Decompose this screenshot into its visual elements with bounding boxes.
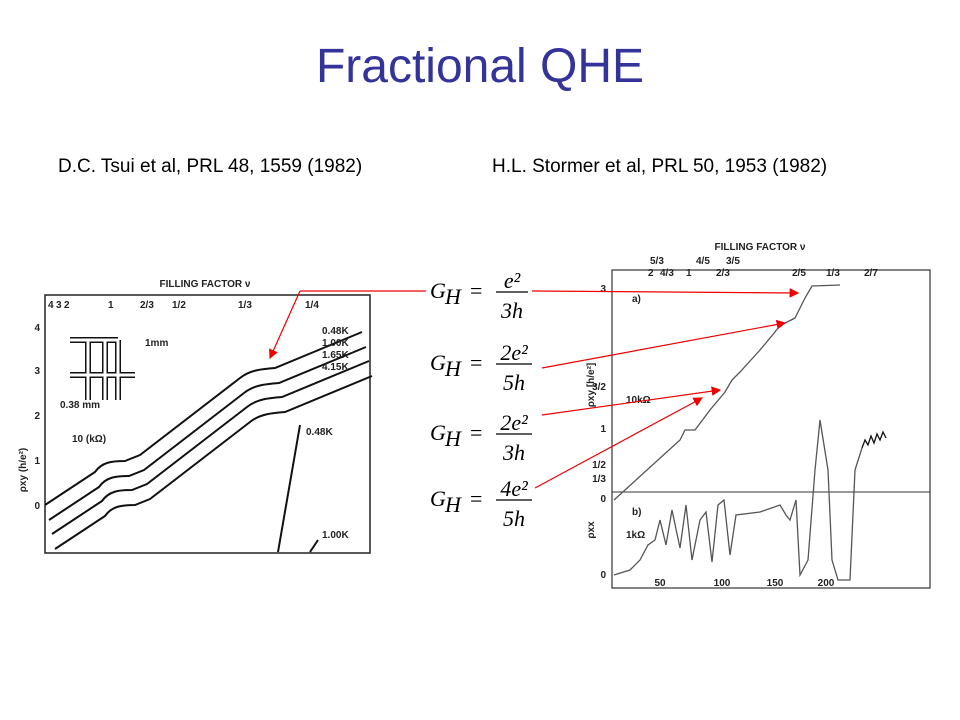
tick-label: 2/3	[140, 300, 154, 311]
formula: G H = 2e² 5h	[430, 340, 532, 395]
formula: G H = 4e² 5h	[430, 476, 532, 531]
tick-label: 0	[600, 494, 606, 505]
legend-label: 1.65K	[322, 350, 349, 361]
title: Fractional QHE	[316, 40, 644, 93]
formulas: G H = e² 3h G H = 2e² 5h G H = 2e² 3h G …	[430, 268, 532, 531]
annotation: 0.48K	[306, 427, 333, 438]
annotation: 10kΩ	[626, 395, 651, 406]
legend-label: 1.00K	[322, 338, 349, 349]
formula-lhs: G	[430, 420, 446, 445]
tick-label: 3/5	[726, 256, 740, 267]
formula-num: 2e²	[500, 340, 528, 365]
tick-label: 3	[34, 366, 40, 377]
formula-num: 2e²	[500, 410, 528, 435]
formula-lhs: G	[430, 486, 446, 511]
tick-label: 150	[767, 578, 784, 589]
formula-den: 3h	[502, 440, 525, 465]
tick-label: 2/3	[716, 268, 730, 279]
annotation: 1kΩ	[626, 530, 645, 541]
panel-label: b)	[632, 507, 641, 518]
tick-label: 4	[48, 300, 54, 311]
tick-label: 3	[56, 300, 62, 311]
reference: H.L. Stormer et al, PRL 50, 1953 (1982)	[492, 156, 827, 177]
axis-label: ρxy [h/e²]	[586, 363, 597, 408]
tick-label: 2	[648, 268, 654, 279]
tick-label: 1	[686, 268, 692, 279]
formula-sub: H	[444, 356, 462, 381]
tick-label: 1/2	[172, 300, 186, 311]
tick-label: 0	[34, 501, 40, 512]
formula-den: 5h	[503, 370, 525, 395]
formula-sub: H	[444, 492, 462, 517]
tick-label: 1/3	[592, 474, 606, 485]
formula-sub: H	[444, 426, 462, 451]
formula-num: 4e²	[500, 476, 528, 501]
legend-label: 0.48K	[322, 326, 349, 337]
formula-lhs: G	[430, 278, 446, 303]
annotation: 10 (kΩ)	[72, 434, 106, 445]
plot-header: FILLING FACTOR ν	[715, 242, 806, 253]
legend-label: 4.15K	[322, 362, 349, 373]
svg-text:=: =	[470, 278, 482, 303]
tick-label: 1/2	[592, 460, 606, 471]
tick-label: 200	[818, 578, 835, 589]
left-plot: FILLING FACTOR ν 4 3 2 1 2/3 1/2 1/3 1/4…	[18, 279, 373, 554]
panel-label: a)	[632, 294, 641, 305]
tick-label: 1/3	[826, 268, 840, 279]
axis-label: ρxy (h/e²)	[18, 448, 29, 493]
tick-label: 1/4	[305, 300, 319, 311]
svg-text:=: =	[470, 486, 482, 511]
tick-label: 1	[600, 424, 606, 435]
right-plot: FILLING FACTOR ν 5/3 2 4/3 1 4/5 3/5 2/3…	[586, 242, 931, 589]
annotation: 1mm	[145, 338, 168, 349]
tick-label: 5/3	[650, 256, 664, 267]
tick-label: 1	[108, 300, 114, 311]
formula-num: e²	[504, 268, 521, 293]
arrows	[269, 288, 800, 489]
svg-text:=: =	[470, 420, 482, 445]
annotation: 1.00K	[322, 530, 349, 541]
tick-label: 50	[654, 578, 666, 589]
tick-label: 2	[64, 300, 70, 311]
formula-lhs: G	[430, 350, 446, 375]
tick-label: 4	[34, 323, 40, 334]
svg-text:=: =	[470, 350, 482, 375]
tick-label: 4/3	[660, 268, 674, 279]
tick-label: 0	[600, 570, 606, 581]
plot-header: FILLING FACTOR ν	[160, 279, 251, 290]
formula-sub: H	[444, 284, 462, 309]
formula: G H = e² 3h	[430, 268, 528, 323]
tick-label: 3	[600, 284, 606, 295]
tick-label: 2/7	[864, 268, 878, 279]
formula-den: 3h	[500, 298, 523, 323]
formula-den: 5h	[503, 506, 525, 531]
tick-label: 3/2	[592, 382, 606, 393]
tick-label: 2/5	[792, 268, 806, 279]
tick-label: 4/5	[696, 256, 710, 267]
tick-label: 1	[34, 456, 40, 467]
reference: D.C. Tsui et al, PRL 48, 1559 (1982)	[58, 156, 362, 177]
axis-label: ρxx	[586, 521, 597, 539]
annotation: 0.38 mm	[60, 400, 100, 411]
tick-label: 100	[714, 578, 731, 589]
tick-label: 2	[34, 411, 40, 422]
formula: G H = 2e² 3h	[430, 410, 532, 465]
tick-label: 1/3	[238, 300, 252, 311]
